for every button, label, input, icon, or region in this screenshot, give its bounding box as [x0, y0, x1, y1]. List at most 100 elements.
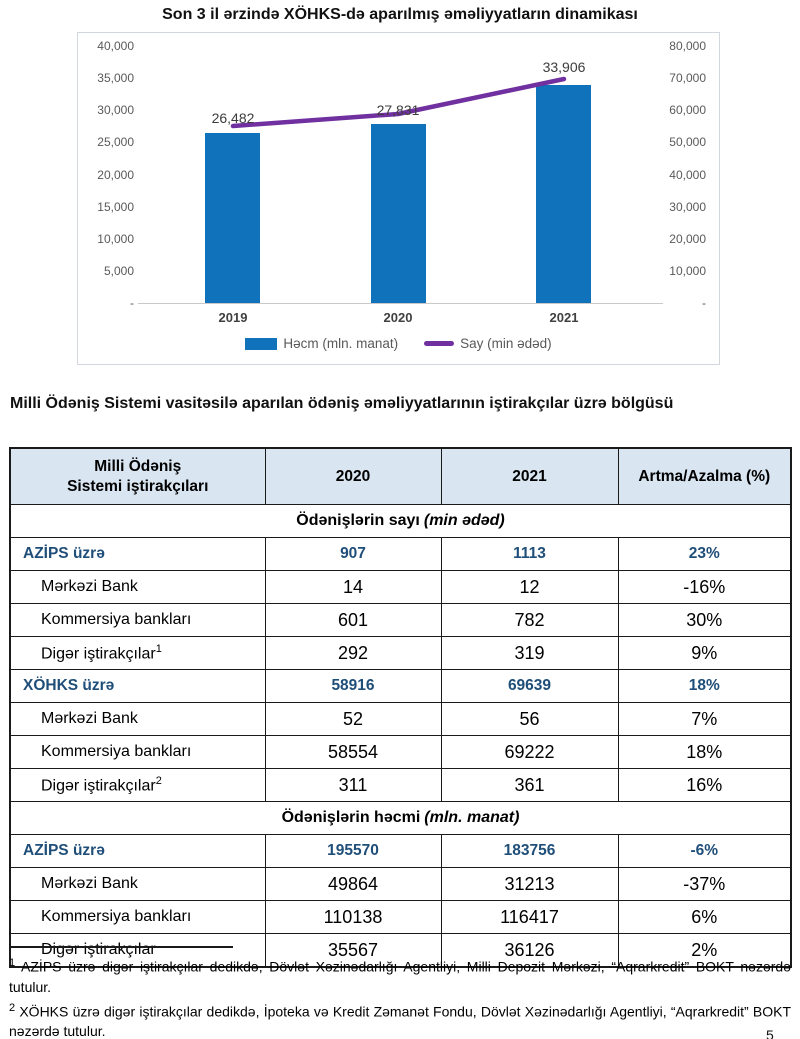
cell-2021: 12: [440, 570, 619, 604]
cell-2020: 601: [264, 603, 442, 637]
footnote-1: 1 AZİPS üzrə digər iştirakçılar dedikdə,…: [9, 953, 791, 997]
left-axis-tick: 20,000: [97, 168, 134, 182]
right-axis-tick: 40,000: [669, 168, 706, 182]
left-axis-tick: 15,000: [97, 200, 134, 214]
footnote-marker: 1: [155, 642, 162, 655]
row-label: Kommersiya bankları: [9, 603, 266, 637]
row-label-text: Mərkəzi Bank: [41, 578, 138, 595]
chart-legend: Həcm (mln. manat) Say (min ədəd): [78, 336, 719, 351]
right-axis-tick: 60,000: [669, 103, 706, 117]
cell-change: 2%: [617, 933, 792, 968]
cell-2020: 311: [264, 768, 442, 802]
data-label-2020: 27,831: [376, 102, 420, 118]
left-axis-tick: 10,000: [97, 232, 134, 246]
cell-2021: 31213: [440, 867, 619, 901]
say-line: [230, 76, 567, 129]
left-axis-tick: 5,000: [103, 264, 134, 278]
header-participants: Milli Ödəniş Sistemi iştirakçıları: [9, 447, 266, 505]
footnote-separator: [9, 946, 233, 948]
cell-2020: 110138: [264, 900, 442, 934]
legend-label-say: Say (min ədəd): [460, 336, 552, 351]
cell-2021: 183756: [440, 834, 619, 868]
right-axis-tick: 10,000: [669, 264, 706, 278]
category-2021: 2021: [549, 310, 579, 325]
row-label-text: Kommersiya bankları: [41, 743, 192, 760]
row-label-text: Digər iştirakçılar: [41, 941, 156, 958]
table-heading: Milli Ödəniş Sistemi vasitəsilə aparılan…: [10, 395, 674, 412]
right-axis-tick: 30,000: [669, 200, 706, 214]
section-row-count: Ödənişlərin sayı (min ədəd): [9, 504, 792, 538]
cell-2020: 35567: [264, 933, 442, 968]
section-volume-unit: (mln. manat): [424, 809, 520, 826]
header-2020: 2020: [264, 447, 442, 505]
footnote-2-marker: 2: [9, 1001, 16, 1014]
footnote-1-marker: 1: [9, 957, 16, 969]
header-participants-line1: Milli Ödəniş: [94, 458, 182, 476]
header-change: Artma/Azalma (%): [617, 447, 792, 505]
cell-change: -6%: [617, 834, 792, 868]
table-row: Mərkəzi Bank 49864 31213 -37%: [9, 867, 792, 901]
row-label-text: Mərkəzi Bank: [41, 710, 138, 727]
left-axis-tick: 30,000: [97, 103, 134, 117]
cell-2021: 36126: [440, 933, 619, 968]
left-axis-tick: 35,000: [97, 71, 134, 85]
table-row: Kommersiya bankları 58554 69222 18%: [9, 735, 792, 769]
cell-2020: 195570: [264, 834, 442, 868]
left-axis-tick: -: [130, 296, 134, 310]
right-axis-tick: 20,000: [669, 232, 706, 246]
cell-change: 9%: [617, 636, 792, 670]
row-label: Mərkəzi Bank: [9, 867, 266, 901]
data-label-2019: 26,482: [211, 110, 255, 126]
table-row: Digər iştirakçılar1 292 319 9%: [9, 636, 792, 670]
row-label-text: Digər iştirakçılar: [41, 777, 156, 795]
section-title-volume: Ödənişlərin həcmi (mln. manat): [9, 801, 792, 835]
cell-change: 30%: [617, 603, 792, 637]
right-axis-tick: 80,000: [669, 39, 706, 53]
footnote-marker: 2: [155, 774, 162, 787]
page-number: 5: [766, 1027, 774, 1039]
row-label-text: Mərkəzi Bank: [41, 875, 138, 892]
row-label: XÖHKS üzrə: [9, 669, 266, 703]
legend-item-hecm: Həcm (mln. manat): [245, 336, 398, 351]
cell-2020: 49864: [264, 867, 442, 901]
section-row-volume: Ödənişlərin həcmi (mln. manat): [9, 801, 792, 835]
cell-2021: 1113: [440, 537, 619, 571]
cell-2020: 58916: [264, 669, 442, 703]
row-label: Kommersiya bankları: [9, 900, 266, 934]
cell-change: 6%: [617, 900, 792, 934]
table-row: AZİPS üzrə 195570 183756 -6%: [9, 834, 792, 868]
row-label-text: Digər iştirakçılar: [41, 645, 156, 663]
cell-change: -16%: [617, 570, 792, 604]
footnotes: 1 AZİPS üzrə digər iştirakçılar dedikdə,…: [9, 953, 791, 1039]
cell-2021: 56: [440, 702, 619, 736]
row-label: Digər iştirakçılar1: [9, 636, 266, 670]
section-title-count: Ödənişlərin sayı (min ədəd): [9, 504, 792, 538]
footnote-2-text: XÖHKS üzrə digər iştirakçılar dedikdə, İ…: [9, 1003, 792, 1039]
cell-2020: 58554: [264, 735, 442, 769]
bar-swatch-icon: [245, 337, 278, 350]
cell-2020: 52: [264, 702, 442, 736]
legend-item-say: Say (min ədəd): [424, 336, 552, 351]
row-label-text: Kommersiya bankları: [41, 908, 192, 925]
cell-change: 23%: [617, 537, 792, 571]
cell-change: -37%: [617, 867, 792, 901]
row-label: AZİPS üzrə: [9, 834, 266, 868]
cell-2021: 319: [440, 636, 619, 670]
table-row: Digər iştirakçılar 35567 36126 2%: [9, 933, 792, 968]
section-count-unit: (min ədəd): [423, 512, 505, 529]
payments-table: Milli Ödəniş Sistemi iştirakçıları 2020 …: [9, 447, 792, 968]
cell-change: 18%: [617, 669, 792, 703]
table-row: XÖHKS üzrə 58916 69639 18%: [9, 669, 792, 703]
cell-2021: 361: [440, 768, 619, 802]
cell-change: 16%: [617, 768, 792, 802]
section-volume-text: Ödənişlərin həcmi: [281, 809, 421, 826]
cell-2020: 907: [264, 537, 442, 571]
table-header-row: Milli Ödəniş Sistemi iştirakçıları 2020 …: [9, 447, 792, 505]
row-label: Digər iştirakçılar: [9, 933, 266, 968]
table-row: Mərkəzi Bank 52 56 7%: [9, 702, 792, 736]
cell-change: 7%: [617, 702, 792, 736]
section-count-text: Ödənişlərin sayı: [296, 512, 420, 529]
row-label-text: AZİPS üzrə: [23, 842, 105, 859]
bar-2019: [205, 133, 260, 303]
